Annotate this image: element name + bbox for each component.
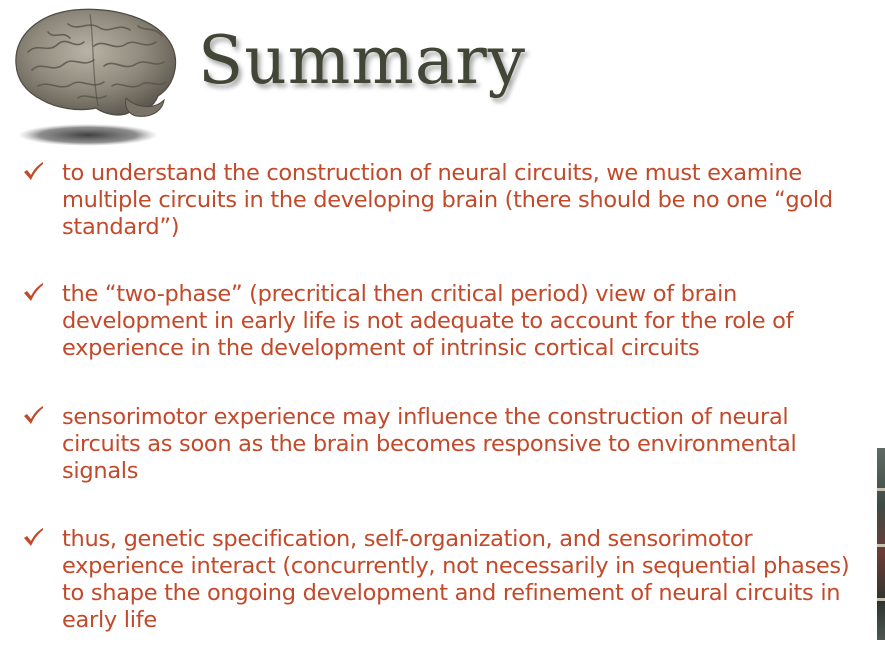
brain-icon — [8, 2, 180, 152]
slide-title: Summary — [198, 22, 527, 99]
bullet-text: thus, genetic specification, self-organi… — [62, 526, 850, 633]
checkmark-icon — [24, 406, 43, 424]
bullet-text: sensorimotor experience may influence th… — [62, 404, 797, 484]
bullet-text: the “two-phase” (precritical then critic… — [62, 281, 794, 361]
checkmark-icon — [24, 283, 43, 301]
checkmark-icon — [24, 162, 43, 180]
background-photo-edge — [877, 448, 885, 640]
bullet-text: to understand the construction of neural… — [62, 160, 833, 240]
checkmark-icon — [24, 528, 43, 546]
